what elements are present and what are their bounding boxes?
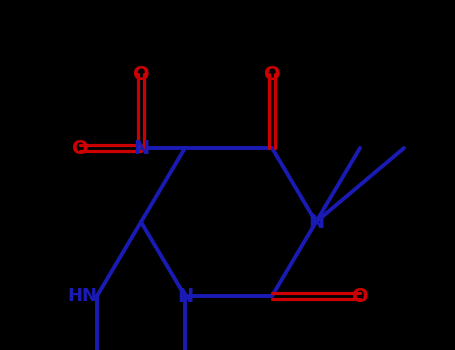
Text: O: O [352, 287, 368, 306]
Text: HN: HN [67, 287, 97, 305]
Text: O: O [72, 139, 88, 158]
Text: N: N [308, 212, 324, 231]
Text: O: O [133, 64, 149, 84]
Text: N: N [133, 139, 149, 158]
Text: N: N [177, 287, 193, 306]
Text: O: O [264, 64, 280, 84]
